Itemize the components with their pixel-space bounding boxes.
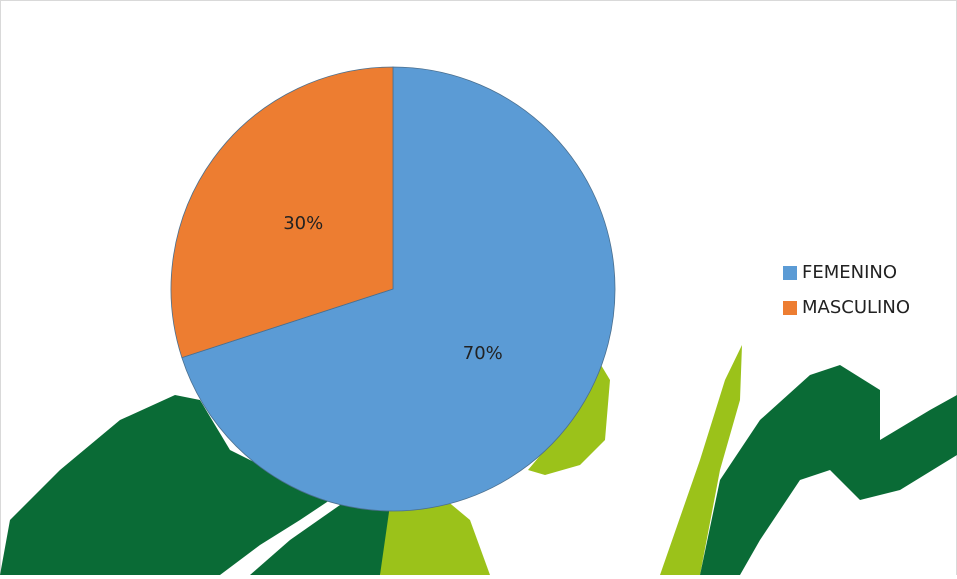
decor-shape [700, 365, 957, 575]
legend-label: MASCULINO [802, 297, 910, 318]
decor-shape [380, 495, 490, 575]
data-label: 30% [283, 213, 323, 234]
legend-label: FEMENINO [802, 262, 897, 283]
data-label: 70% [463, 343, 503, 364]
pie-slice [170, 66, 394, 359]
background-decoration [0, 345, 957, 575]
legend-swatch [783, 266, 797, 280]
pie-slice [181, 66, 616, 512]
decor-shape [0, 395, 330, 575]
legend-swatch [783, 301, 797, 315]
decor-shape [250, 498, 395, 575]
pie: 70% 30% [170, 66, 616, 512]
decor-shape [660, 345, 742, 575]
legend: FEMENINO MASCULINO [783, 262, 910, 318]
